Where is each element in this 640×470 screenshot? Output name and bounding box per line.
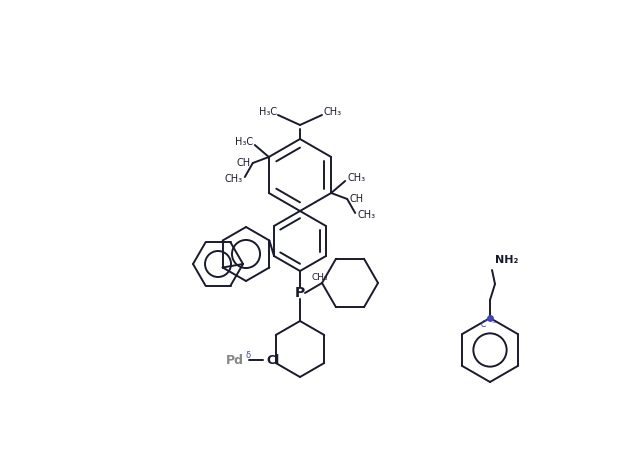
Text: CH₃: CH₃ [312,273,328,282]
Text: δ: δ [245,351,250,360]
Text: P: P [295,286,305,300]
Text: C: C [481,320,487,329]
Text: CH₃: CH₃ [347,173,365,183]
Text: CH: CH [237,158,251,168]
Text: CH: CH [349,194,364,204]
Text: CH₃: CH₃ [357,210,375,220]
Text: H₃C: H₃C [235,137,253,147]
Text: ⁻: ⁻ [491,320,496,330]
Text: NH₂: NH₂ [495,255,518,265]
Text: H₃C: H₃C [259,107,277,117]
Text: CH₃: CH₃ [225,174,243,184]
Text: Cl: Cl [266,353,279,367]
Text: Pd: Pd [226,353,244,367]
Text: CH₃: CH₃ [323,107,341,117]
